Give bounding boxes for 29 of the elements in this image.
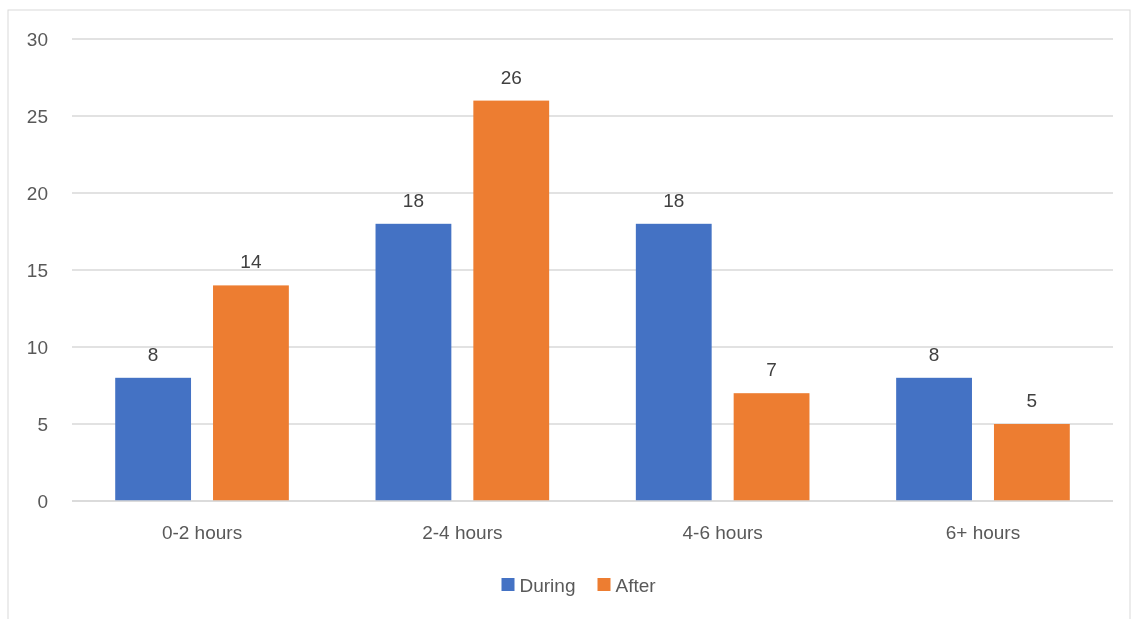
- y-tick-label: 0: [37, 490, 48, 512]
- x-tick-label: 0-2 hours: [161, 522, 243, 543]
- legend-label: During: [519, 574, 576, 596]
- bar: [993, 424, 1070, 501]
- bar: [115, 377, 192, 501]
- data-label: 8: [928, 343, 940, 365]
- bar: [635, 223, 712, 501]
- data-label: 8: [147, 343, 159, 365]
- data-label: 26: [500, 66, 522, 88]
- y-tick-label: 20: [26, 182, 48, 204]
- y-tick-label: 25: [26, 105, 48, 127]
- bar: [896, 377, 972, 501]
- data-label: 7: [766, 359, 777, 381]
- x-tick-label: 4-6 hours: [682, 522, 763, 543]
- data-label: 14: [240, 251, 262, 273]
- bar: [375, 223, 452, 501]
- bar: [213, 285, 289, 501]
- y-tick-label: 30: [26, 28, 48, 50]
- x-tick-label: 6+ hours: [945, 522, 1021, 543]
- bar: [473, 100, 550, 501]
- legend-label: After: [615, 574, 657, 596]
- y-tick-label: 5: [37, 413, 48, 435]
- y-tick-label: 15: [26, 259, 48, 281]
- y-tick-label: 10: [26, 336, 48, 358]
- data-label: 18: [402, 189, 425, 211]
- data-label: 18: [663, 189, 685, 211]
- bar: [733, 393, 810, 501]
- x-tick-label: 2-4 hours: [422, 522, 503, 543]
- data-label: 5: [1026, 390, 1038, 411]
